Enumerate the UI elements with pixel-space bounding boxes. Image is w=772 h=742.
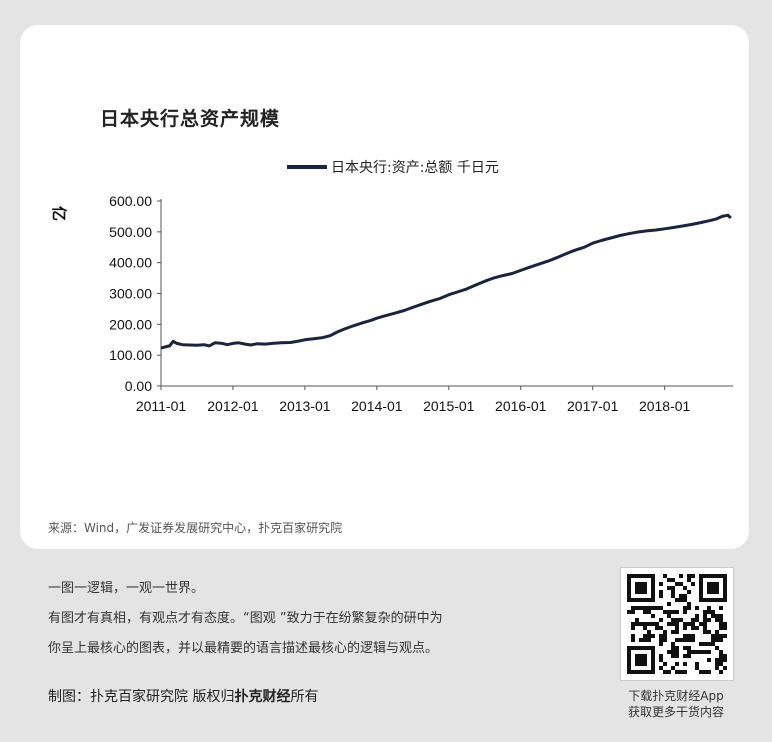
x-tick-label: 2015-01 [423,398,475,414]
y-tick-label: 300.00 [109,286,152,302]
qr-code-icon [620,567,734,681]
legend-swatch [287,165,327,169]
y-tick-label: 100.00 [109,347,152,363]
footer-description-1: 有图才有真相，有观点才有态度。“图观 ”致力于在纷繁复杂的研中为 [48,611,443,626]
x-tick-label: 2012-01 [207,398,259,414]
credit-prefix: 制图：扑克百家研究院 版权归 [48,689,235,705]
chart-title: 日本央行总资产规模 [100,108,281,130]
y-tick-label: 500.00 [109,224,152,240]
y-tick-label: 400.00 [109,255,152,271]
chart-card [20,25,749,549]
x-tick-label: 2018-01 [639,398,691,414]
footer-slogan: 一图一逻辑，一观一世界。 [48,581,205,596]
chart-legend: 日本央行:资产:总额 千日元 [287,157,499,177]
qr-caption: 下载扑克财经App 获取更多干货内容 [610,688,742,720]
x-tick-label: 2016-01 [495,398,547,414]
source-note: 来源：Wind，广发证券发展研究中心，扑克百家研究院 [48,521,343,535]
credit-brand: 扑克财经 [234,689,291,705]
x-tick-label: 2011-01 [136,398,187,414]
x-tick-label: 2017-01 [567,398,619,414]
footer-description-2: 你呈上最核心的图表，并以最精要的语言描述最核心的逻辑与观点。 [48,641,439,656]
qr-caption-line-1: 下载扑克财经App [628,689,724,703]
series-line [160,213,732,350]
qr-caption-line-2: 获取更多干货内容 [627,705,724,719]
x-tick-label: 2013-01 [279,398,331,414]
x-tick-label: 2014-01 [351,398,403,414]
y-tick-label: 200.00 [109,316,152,332]
y-tick-label: 0.00 [125,378,152,394]
legend-label: 日本央行:资产:总额 千日元 [331,160,499,176]
credit-line: 制图：扑克百家研究院 版权归扑克财经所有 [48,686,318,706]
credit-suffix: 所有 [290,689,319,705]
y-tick-label: 600.00 [109,193,152,209]
